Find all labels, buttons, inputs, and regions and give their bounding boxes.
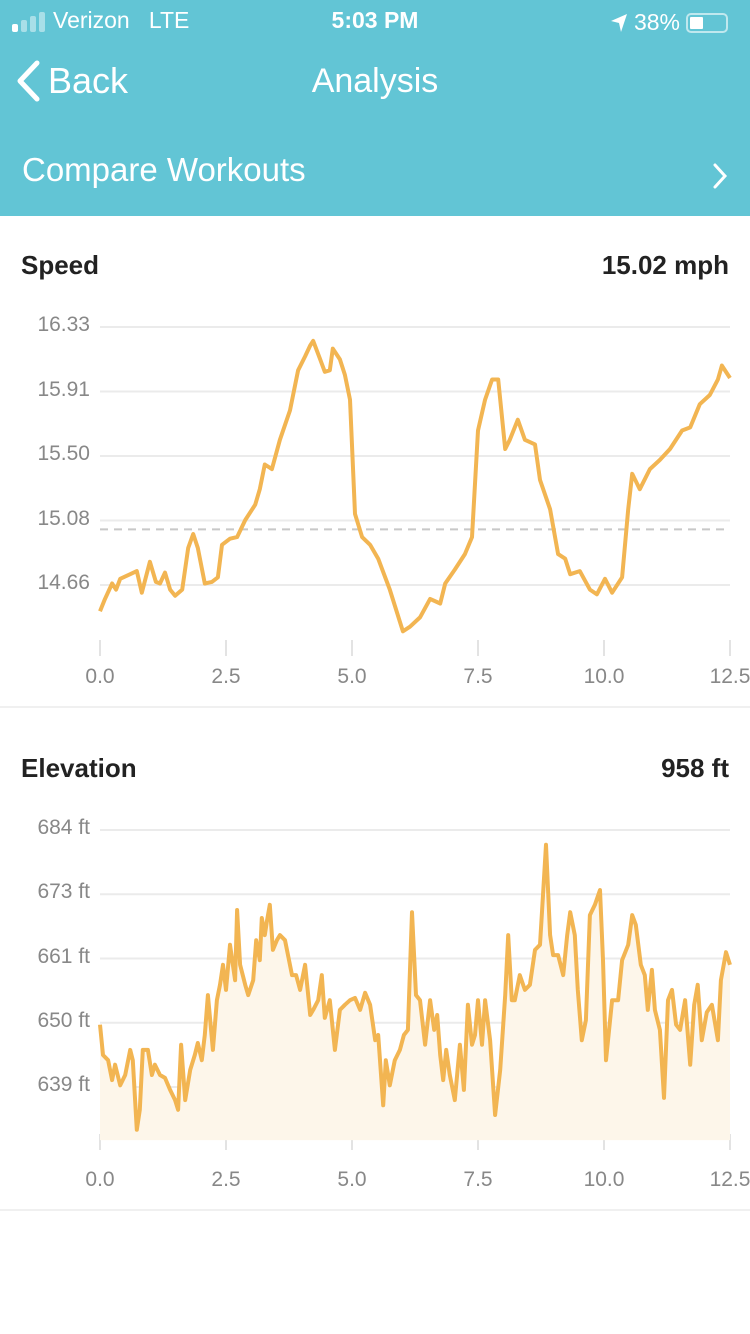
speed-value: 15.02 mph (601, 250, 729, 280)
elevation-value: 958 ft (661, 753, 729, 783)
chevron-left-icon (17, 60, 40, 102)
x-tick-label: 0.0 (85, 665, 115, 688)
status-time: 5:03 PM (331, 7, 419, 33)
x-tick-label: 0.0 (85, 1168, 115, 1191)
elevation-title: Elevation (21, 753, 137, 783)
y-tick-label: 15.91 (37, 377, 90, 401)
y-tick-label: 639 ft (37, 1073, 90, 1096)
y-tick-label: 16.33 (37, 313, 90, 336)
y-tick-label: 14.66 (37, 571, 90, 594)
x-tick-label: 2.5 (211, 665, 241, 688)
divider (0, 1209, 750, 1211)
speed-title: Speed (21, 250, 100, 280)
carrier-name: Verizon (53, 7, 130, 33)
battery-icon (686, 12, 728, 33)
compare-workouts-label: Compare Workouts (22, 151, 306, 188)
x-tick-label: 10.0 (583, 665, 625, 688)
divider (0, 706, 750, 708)
back-button[interactable]: Back (16, 60, 128, 102)
battery-percent: 38% (633, 9, 680, 35)
signal-icon (12, 12, 45, 32)
battery-group: 38% (610, 9, 728, 36)
y-tick-label: 650 ft (37, 1008, 90, 1032)
header: Verizon LTE 5:03 PM 38% Back Analysis Co… (0, 0, 750, 216)
x-tick-label: 7.5 (463, 1168, 493, 1191)
chevron-right-icon (713, 163, 728, 189)
x-tick-label: 12.5 (709, 665, 750, 688)
y-tick-label: 684 ft (37, 816, 90, 839)
status-bar: Verizon LTE 5:03 PM 38% (0, 0, 750, 40)
location-arrow-icon (610, 13, 627, 32)
network-type: LTE (148, 7, 190, 33)
carrier-label: Verizon LTE (53, 7, 189, 34)
y-tick-label: 15.50 (37, 442, 90, 465)
x-tick-label: 7.5 (463, 665, 493, 688)
x-tick-label: 12.5 (709, 1168, 750, 1191)
x-tick-label: 5.0 (337, 1168, 367, 1191)
x-tick-label: 2.5 (211, 1168, 241, 1191)
compare-workouts-row[interactable]: Compare Workouts (0, 130, 750, 210)
x-tick-label: 10.0 (583, 1168, 625, 1191)
speed-line (98, 338, 732, 634)
elevation-line (98, 842, 732, 1132)
y-tick-label: 661 ft (37, 944, 90, 968)
x-tick-label: 5.0 (337, 665, 367, 688)
y-tick-label: 673 ft (37, 880, 90, 904)
y-tick-label: 15.08 (37, 506, 90, 530)
back-label: Back (48, 60, 129, 101)
